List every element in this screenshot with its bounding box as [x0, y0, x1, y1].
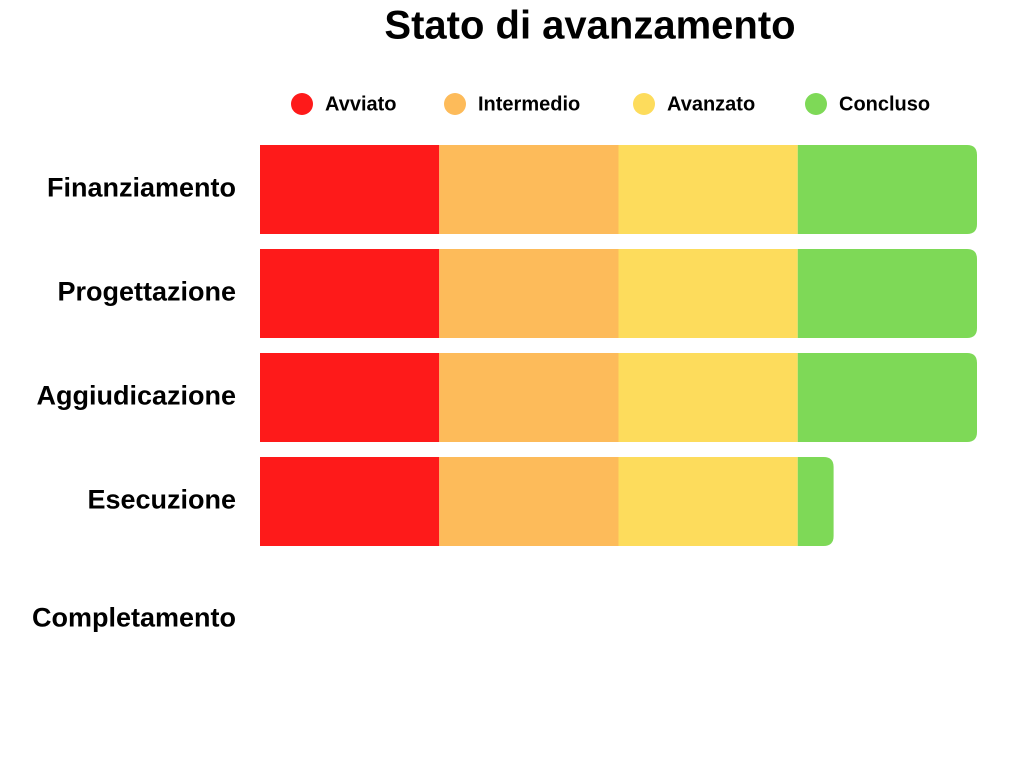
legend-swatch	[444, 93, 466, 115]
bar-segment	[797, 457, 834, 546]
bar-segment	[439, 457, 619, 546]
legend-label: Avanzato	[667, 93, 755, 115]
bar-segment	[439, 145, 619, 234]
bar-segment	[260, 145, 440, 234]
category-label: Aggiudicazione	[36, 381, 236, 411]
legend-label: Avviato	[325, 93, 397, 115]
bar-segment	[439, 249, 619, 338]
legend-swatch	[633, 93, 655, 115]
legend-label: Concluso	[839, 93, 930, 115]
legend-swatch	[291, 93, 313, 115]
bar-segment	[260, 353, 440, 442]
bar-segment	[797, 145, 977, 234]
bar-segment	[260, 249, 440, 338]
bar-segment	[618, 457, 798, 546]
bar-segment	[618, 145, 798, 234]
bar-segment	[618, 249, 798, 338]
category-label: Esecuzione	[87, 485, 236, 515]
legend-label: Intermedio	[478, 93, 580, 115]
category-label: Progettazione	[57, 277, 236, 307]
legend-swatch	[805, 93, 827, 115]
chart-title: Stato di avanzamento	[384, 4, 795, 48]
bar-segment	[260, 457, 440, 546]
bar-segment	[797, 353, 977, 442]
bar-segment	[439, 353, 619, 442]
category-label: Finanziamento	[47, 173, 236, 203]
bar-segment	[618, 353, 798, 442]
bar-segment	[797, 249, 977, 338]
category-label: Completamento	[32, 603, 236, 633]
